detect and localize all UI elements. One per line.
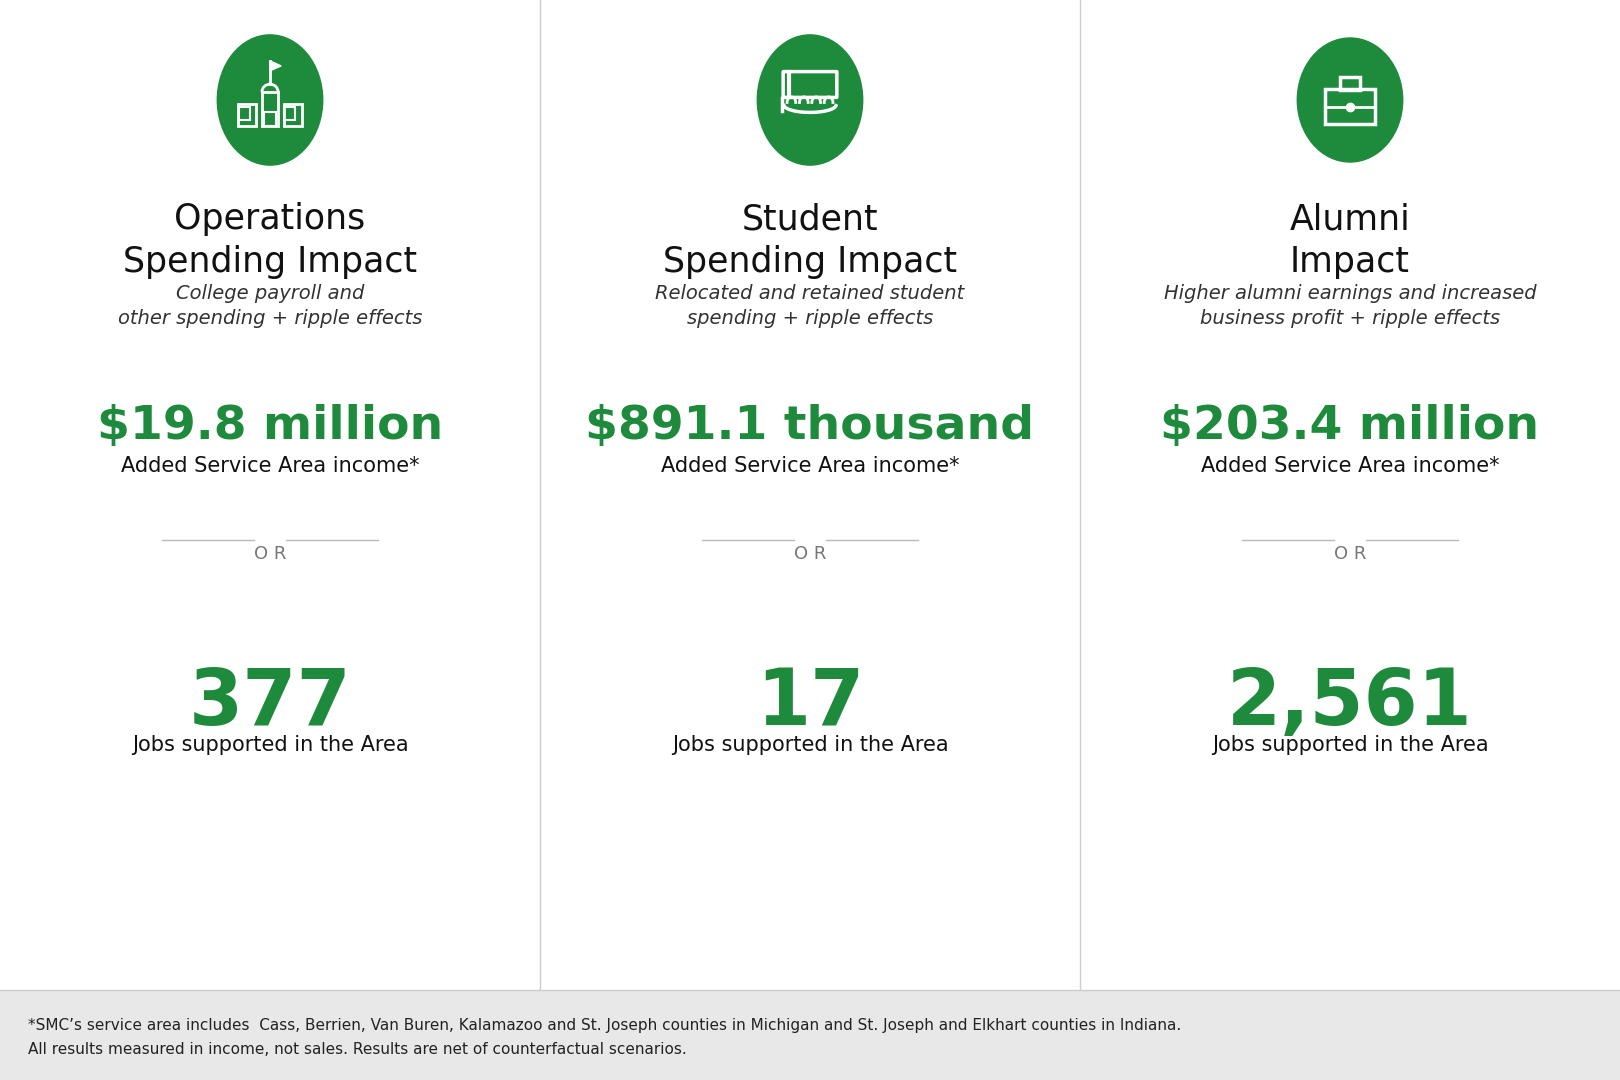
Text: Jobs supported in the Area: Jobs supported in the Area	[131, 735, 408, 755]
Text: $203.4 million: $203.4 million	[1160, 404, 1539, 449]
Ellipse shape	[217, 35, 322, 165]
Text: Operations
Spending Impact: Operations Spending Impact	[123, 202, 416, 280]
Ellipse shape	[1298, 38, 1403, 162]
Text: $891.1 thousand: $891.1 thousand	[585, 404, 1035, 449]
Text: Jobs supported in the Area: Jobs supported in the Area	[1212, 735, 1489, 755]
Text: Higher alumni earnings and increased
business profit + ripple effects: Higher alumni earnings and increased bus…	[1163, 284, 1536, 328]
Text: Added Service Area income*: Added Service Area income*	[1200, 456, 1499, 476]
Text: Relocated and retained student
spending + ripple effects: Relocated and retained student spending …	[656, 284, 964, 328]
Text: Alumni
Impact: Alumni Impact	[1290, 202, 1411, 280]
Text: College payroll and
other spending + ripple effects: College payroll and other spending + rip…	[118, 284, 423, 328]
Text: *SMC’s service area includes  Cass, Berrien, Van Buren, Kalamazoo and St. Joseph: *SMC’s service area includes Cass, Berri…	[28, 1018, 1181, 1032]
Text: Student
Spending Impact: Student Spending Impact	[663, 202, 957, 280]
Text: $19.8 million: $19.8 million	[97, 404, 444, 449]
Text: O R: O R	[794, 545, 826, 563]
Text: 2,561: 2,561	[1226, 665, 1473, 741]
Text: Jobs supported in the Area: Jobs supported in the Area	[672, 735, 948, 755]
Ellipse shape	[757, 35, 863, 165]
Text: O R: O R	[254, 545, 287, 563]
Text: Added Service Area income*: Added Service Area income*	[122, 456, 420, 476]
Text: 17: 17	[757, 665, 863, 741]
Text: 377: 377	[188, 665, 352, 741]
Polygon shape	[271, 60, 282, 71]
Text: Added Service Area income*: Added Service Area income*	[661, 456, 959, 476]
FancyBboxPatch shape	[0, 990, 1620, 1080]
Text: All results measured in income, not sales. Results are net of counterfactual sce: All results measured in income, not sale…	[28, 1042, 687, 1057]
Text: O R: O R	[1333, 545, 1366, 563]
